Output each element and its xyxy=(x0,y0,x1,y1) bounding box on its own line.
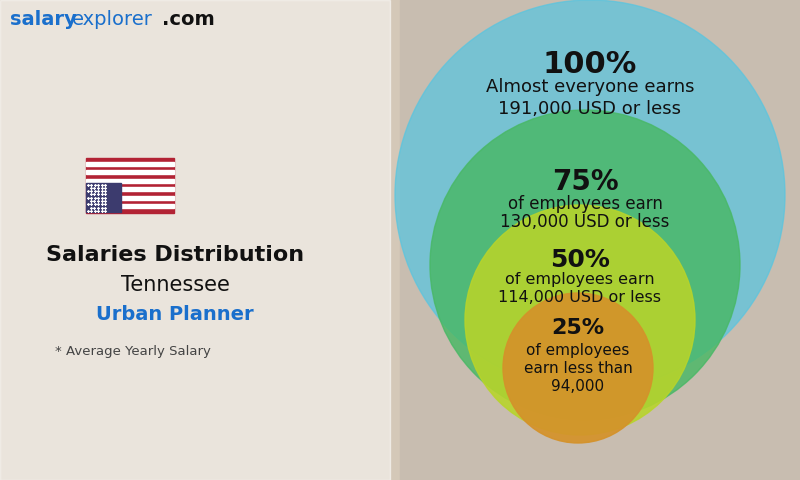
Text: 25%: 25% xyxy=(551,318,605,338)
Text: of employees earn: of employees earn xyxy=(505,272,655,287)
Text: earn less than: earn less than xyxy=(524,361,632,376)
Bar xyxy=(400,0,800,480)
Text: Tennessee: Tennessee xyxy=(121,275,230,295)
Bar xyxy=(86,187,174,192)
Text: 75%: 75% xyxy=(552,168,618,196)
Circle shape xyxy=(430,110,740,420)
Text: of employees: of employees xyxy=(526,343,630,358)
Bar xyxy=(86,162,174,166)
Bar xyxy=(86,170,174,174)
Text: Almost everyone earns: Almost everyone earns xyxy=(486,78,694,96)
Text: explorer: explorer xyxy=(72,10,153,29)
Bar xyxy=(86,183,122,213)
Text: 130,000 USD or less: 130,000 USD or less xyxy=(500,213,670,231)
Text: 94,000: 94,000 xyxy=(551,379,605,394)
Bar xyxy=(0,0,390,480)
Text: Salaries Distribution: Salaries Distribution xyxy=(46,245,304,265)
Text: 114,000 USD or less: 114,000 USD or less xyxy=(498,290,662,305)
Text: Urban Planner: Urban Planner xyxy=(96,305,254,324)
Text: 50%: 50% xyxy=(550,248,610,272)
Text: of employees earn: of employees earn xyxy=(507,195,662,213)
Circle shape xyxy=(465,205,695,435)
Bar xyxy=(86,195,174,200)
Text: salary: salary xyxy=(10,10,77,29)
Bar xyxy=(86,157,174,213)
Text: .com: .com xyxy=(162,10,214,29)
Text: 191,000 USD or less: 191,000 USD or less xyxy=(498,100,682,118)
Text: * Average Yearly Salary: * Average Yearly Salary xyxy=(55,345,211,358)
Bar xyxy=(86,179,174,183)
Circle shape xyxy=(395,0,785,390)
Circle shape xyxy=(503,293,653,443)
Bar xyxy=(86,204,174,208)
Text: 100%: 100% xyxy=(543,50,637,79)
